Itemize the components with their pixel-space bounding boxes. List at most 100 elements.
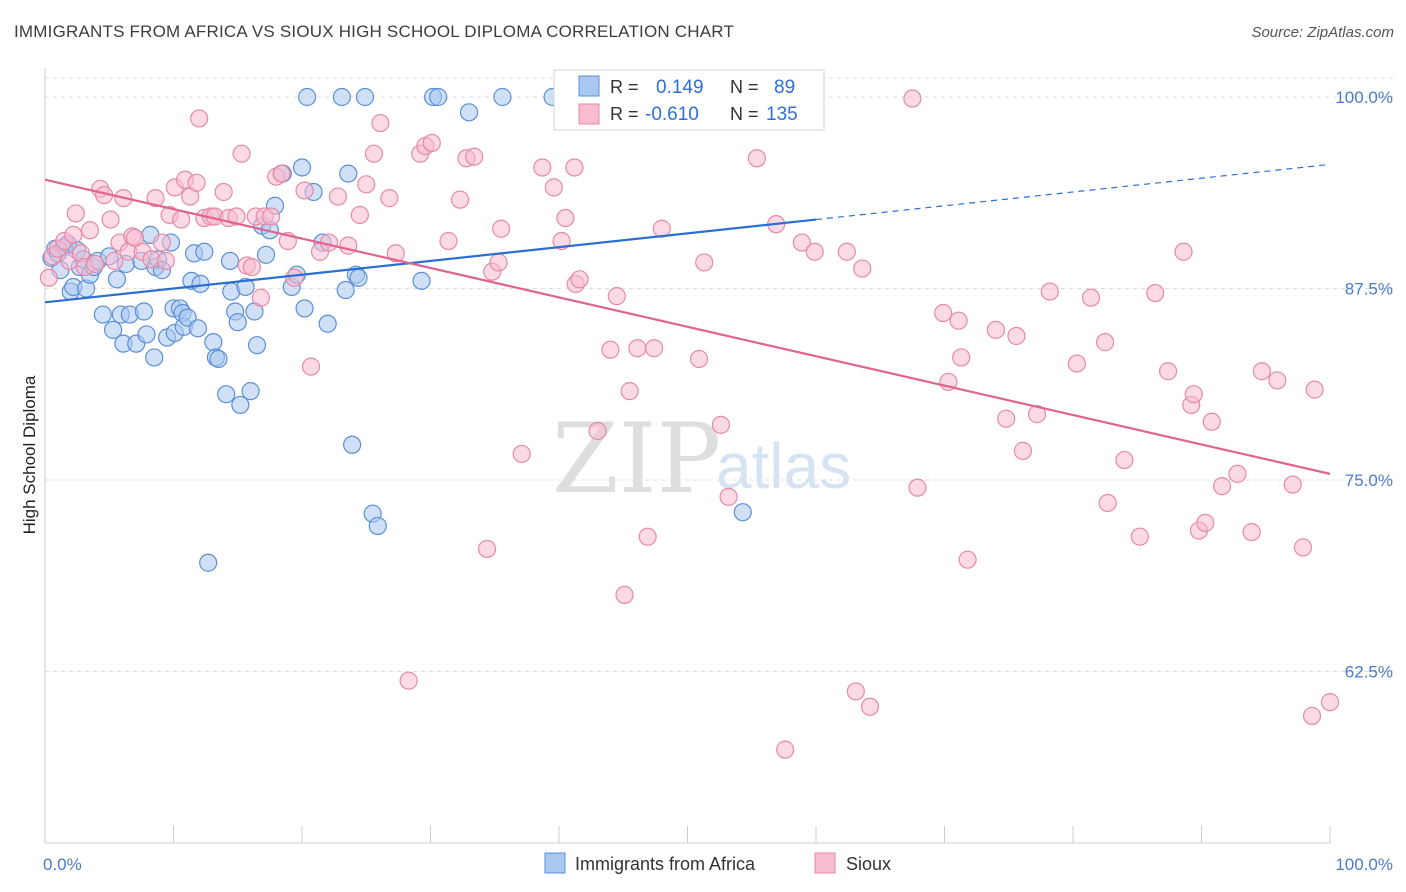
data-point	[477, 539, 497, 559]
data-point	[422, 133, 441, 153]
data-point	[1096, 333, 1115, 352]
data-point	[343, 435, 362, 454]
data-point	[512, 444, 531, 464]
data-point	[805, 242, 824, 261]
data-point	[1067, 354, 1086, 373]
series-legend-swatch-sioux	[814, 852, 836, 874]
data-point	[209, 349, 228, 369]
data-point	[204, 333, 223, 352]
data-point	[228, 313, 247, 332]
data-point	[214, 182, 233, 202]
correlation-legend: R = 0.149 N = 89 R = -0.610 N = 135	[553, 69, 825, 131]
data-point	[295, 181, 314, 200]
data-point	[1302, 706, 1322, 726]
data-point	[232, 144, 251, 163]
series-legend-label-africa: Immigrants from Africa	[575, 854, 756, 874]
data-point	[949, 311, 968, 330]
data-point	[227, 207, 246, 226]
data-point	[256, 245, 276, 264]
x-tick-label-min: 0.0%	[43, 855, 82, 874]
data-point	[1081, 288, 1101, 307]
trend-line-africa	[44, 218, 817, 304]
data-point	[241, 382, 260, 401]
data-point	[231, 395, 250, 415]
data-point	[958, 550, 977, 569]
data-point	[747, 149, 766, 168]
y-tick-label: 87.5%	[1345, 280, 1393, 299]
data-point	[134, 302, 154, 321]
x-tick-labels: 0.0% 100.0%	[43, 855, 1393, 874]
legend-r-label-1: R =	[610, 77, 639, 97]
data-point	[336, 280, 355, 300]
data-point	[853, 259, 872, 278]
grid-lines	[45, 77, 1395, 672]
data-point	[1320, 693, 1340, 712]
data-point	[570, 270, 589, 289]
watermark-atlas: atlas	[716, 430, 851, 502]
data-point	[318, 314, 337, 333]
data-point	[565, 158, 584, 177]
data-point	[104, 320, 123, 339]
data-point	[652, 219, 671, 238]
data-point	[620, 382, 639, 401]
data-point	[903, 89, 922, 108]
data-point	[711, 415, 731, 434]
data-point	[615, 585, 634, 605]
data-point	[1146, 283, 1165, 303]
data-point	[295, 299, 314, 318]
data-point	[556, 208, 575, 228]
data-point	[187, 173, 206, 192]
data-point	[80, 221, 100, 240]
data-point	[1242, 522, 1261, 542]
data-point	[1184, 385, 1203, 404]
data-point	[601, 340, 620, 359]
data-point	[1202, 412, 1221, 431]
data-point	[125, 228, 145, 248]
data-point	[952, 348, 971, 367]
data-point	[1040, 282, 1059, 301]
series-legend-label-sioux: Sioux	[846, 854, 891, 874]
data-point	[364, 144, 384, 163]
data-point	[986, 320, 1006, 339]
data-point	[1196, 513, 1215, 532]
data-point	[492, 219, 511, 238]
legend-r-label-2: R =	[610, 104, 639, 124]
data-point	[107, 270, 127, 289]
data-point	[1098, 493, 1117, 513]
data-point	[1013, 441, 1032, 460]
data-point	[860, 697, 880, 716]
data-point	[355, 87, 375, 107]
data-point	[188, 319, 208, 338]
data-point	[552, 231, 571, 251]
data-point	[908, 478, 927, 497]
data-point	[339, 164, 358, 183]
data-point	[1007, 326, 1026, 346]
legend-n-label-1: N =	[730, 77, 759, 97]
legend-swatch-blue	[578, 75, 600, 97]
data-point	[332, 87, 351, 107]
data-point	[195, 242, 214, 261]
data-point	[101, 210, 120, 229]
data-point	[156, 251, 175, 271]
data-point	[1293, 538, 1313, 557]
legend-n-value-2: 135	[766, 104, 798, 125]
series-legend-swatch-africa	[544, 852, 566, 874]
data-point	[371, 113, 390, 133]
data-point	[588, 421, 607, 441]
data-point	[350, 205, 369, 225]
data-point	[242, 257, 261, 277]
data-point	[1268, 371, 1287, 390]
data-point	[837, 242, 856, 261]
data-point	[292, 158, 312, 177]
data-point	[236, 277, 255, 297]
data-point	[380, 189, 399, 208]
y-tick-label: 62.5%	[1345, 663, 1393, 682]
data-point	[719, 487, 738, 506]
data-point	[368, 516, 387, 536]
data-point	[301, 357, 321, 376]
data-point	[689, 349, 709, 369]
legend-r-value-2: -0.610	[645, 104, 699, 125]
data-point	[607, 287, 626, 306]
trend-lines	[44, 163, 1331, 475]
